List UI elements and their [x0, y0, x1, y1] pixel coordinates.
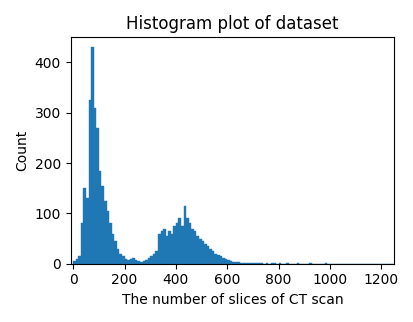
- Bar: [188, 223, 191, 264]
- Bar: [242, 263, 244, 264]
- Bar: [196, 236, 199, 264]
- Bar: [76, 259, 78, 264]
- Bar: [216, 255, 219, 264]
- Bar: [104, 201, 106, 264]
- Bar: [227, 260, 229, 264]
- Bar: [129, 259, 132, 264]
- Bar: [222, 258, 224, 264]
- Bar: [244, 263, 247, 264]
- Bar: [106, 211, 109, 264]
- Bar: [101, 186, 104, 264]
- Bar: [224, 259, 227, 264]
- Bar: [142, 261, 145, 264]
- Bar: [152, 254, 155, 264]
- Bar: [265, 263, 268, 264]
- Bar: [93, 108, 96, 264]
- Bar: [309, 263, 311, 264]
- Title: Histogram plot of dataset: Histogram plot of dataset: [126, 15, 338, 33]
- Bar: [147, 258, 150, 264]
- Bar: [73, 261, 76, 264]
- Bar: [183, 206, 186, 264]
- Bar: [112, 233, 114, 264]
- Bar: [250, 263, 252, 264]
- Bar: [109, 223, 112, 264]
- Bar: [324, 263, 327, 264]
- Bar: [132, 258, 135, 264]
- Bar: [286, 263, 288, 264]
- Bar: [232, 262, 235, 264]
- Bar: [240, 263, 242, 264]
- Bar: [91, 47, 93, 264]
- Bar: [137, 261, 140, 264]
- Bar: [122, 256, 124, 264]
- Bar: [180, 226, 183, 264]
- Bar: [176, 223, 178, 264]
- Bar: [86, 198, 88, 264]
- Bar: [81, 223, 83, 264]
- Bar: [140, 262, 142, 264]
- Bar: [219, 256, 222, 264]
- Bar: [116, 249, 119, 264]
- Bar: [199, 239, 201, 264]
- Bar: [99, 171, 101, 264]
- X-axis label: The number of slices of CT scan: The number of slices of CT scan: [121, 293, 342, 307]
- Bar: [124, 259, 127, 264]
- Bar: [186, 218, 188, 264]
- Bar: [163, 229, 165, 264]
- Bar: [171, 233, 173, 264]
- Bar: [155, 251, 158, 264]
- Bar: [150, 256, 152, 264]
- Bar: [83, 188, 86, 264]
- Bar: [114, 241, 116, 264]
- Bar: [206, 246, 209, 264]
- Bar: [135, 260, 137, 264]
- Bar: [165, 236, 168, 264]
- Bar: [119, 254, 122, 264]
- Bar: [178, 218, 180, 264]
- Bar: [96, 128, 99, 264]
- Bar: [145, 260, 147, 264]
- Bar: [252, 263, 255, 264]
- Bar: [237, 262, 240, 264]
- Bar: [201, 241, 204, 264]
- Bar: [229, 261, 232, 264]
- Bar: [88, 100, 91, 264]
- Bar: [168, 231, 171, 264]
- Bar: [127, 260, 129, 264]
- Bar: [160, 231, 163, 264]
- Bar: [173, 226, 176, 264]
- Bar: [193, 231, 196, 264]
- Bar: [158, 233, 160, 264]
- Bar: [257, 263, 260, 264]
- Y-axis label: Count: Count: [15, 130, 29, 171]
- Bar: [247, 263, 250, 264]
- Bar: [209, 249, 211, 264]
- Bar: [204, 244, 206, 264]
- Bar: [235, 262, 237, 264]
- Bar: [78, 256, 81, 264]
- Bar: [296, 263, 299, 264]
- Bar: [211, 251, 214, 264]
- Bar: [270, 263, 273, 264]
- Bar: [191, 229, 193, 264]
- Bar: [273, 263, 275, 264]
- Bar: [278, 263, 280, 264]
- Bar: [260, 263, 263, 264]
- Bar: [255, 263, 257, 264]
- Bar: [214, 254, 216, 264]
